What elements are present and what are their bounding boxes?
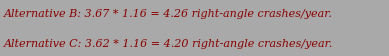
Text: Alternative C: 3.62 * 1.16 = 4.20 right-angle crashes/year.: Alternative C: 3.62 * 1.16 = 4.20 right-… [4, 39, 333, 49]
Text: Alternative B: 3.67 * 1.16 = 4.26 right-angle crashes/year.: Alternative B: 3.67 * 1.16 = 4.26 right-… [4, 9, 333, 19]
